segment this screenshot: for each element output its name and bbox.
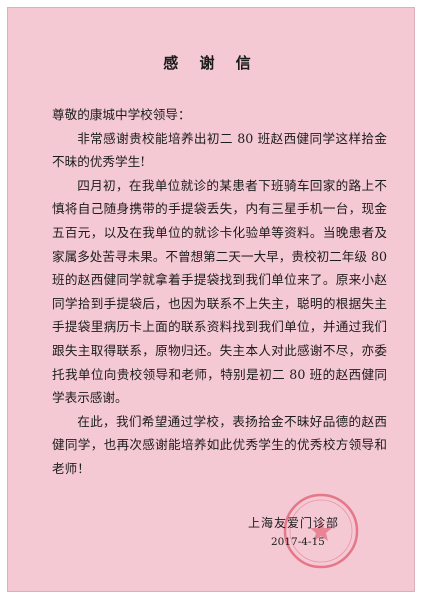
paragraph-1: 非常感谢贵校能培养出初二 80 班赵西健同学这样拾金不昧的优秀学生! bbox=[52, 130, 387, 170]
letter-date: 2017-4-15 bbox=[271, 536, 325, 548]
paragraph-2: 四月初，在我单位就诊的某患者下班骑车回家的路上不慎将自己随身携带的手提袋丢失，内… bbox=[52, 177, 387, 406]
letter-title: 感 谢 信 bbox=[163, 54, 259, 72]
official-seal-icon bbox=[283, 493, 359, 569]
paragraph-3: 在此，我们希望通过学校，表扬拾金不昧好品德的赵西健同学，也再次感谢能培养如此优秀… bbox=[52, 413, 387, 476]
signature: 上海友爱门诊部 bbox=[248, 516, 340, 530]
letter-page: 感 谢 信 尊敬的康城中学校领导： 非常感谢贵校能培养出初二 80 班赵西健同学… bbox=[7, 7, 415, 592]
letter-body: 尊敬的康城中学校领导： 非常感谢贵校能培养出初二 80 班赵西健同学这样拾金不昧… bbox=[52, 103, 387, 481]
salutation: 尊敬的康城中学校领导： bbox=[52, 107, 191, 122]
